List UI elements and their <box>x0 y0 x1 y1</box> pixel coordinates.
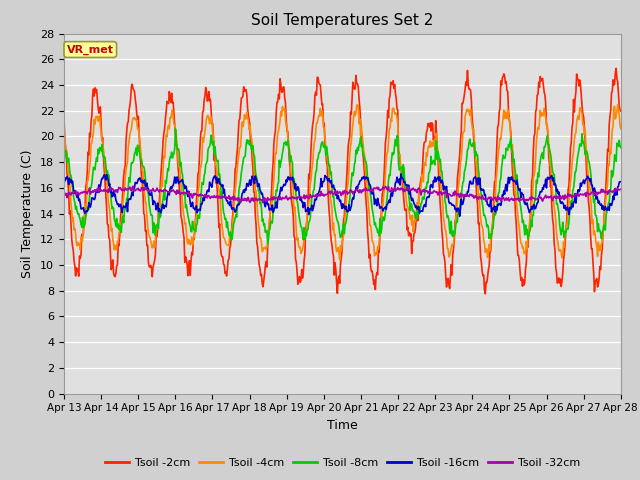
Tsoil -16cm <box>127 192 135 198</box>
Tsoil -4cm <box>617 126 625 132</box>
Tsoil -2cm <box>214 189 221 194</box>
Tsoil -16cm <box>411 202 419 207</box>
Tsoil -16cm <box>428 182 435 188</box>
Tsoil -2cm <box>612 65 620 71</box>
Tsoil -32cm <box>214 195 222 201</box>
Tsoil -32cm <box>617 186 625 192</box>
Tsoil -2cm <box>617 108 625 114</box>
Tsoil -32cm <box>60 189 68 194</box>
Tsoil -2cm <box>127 84 135 90</box>
Tsoil -32cm <box>70 189 78 195</box>
Tsoil -32cm <box>129 183 137 189</box>
Tsoil -4cm <box>336 257 344 263</box>
Tsoil -32cm <box>428 190 436 195</box>
Tsoil -2cm <box>410 230 418 236</box>
Tsoil -4cm <box>70 227 78 233</box>
Tsoil -8cm <box>214 157 222 163</box>
Tsoil -8cm <box>264 240 271 246</box>
Legend: Tsoil -2cm, Tsoil -4cm, Tsoil -8cm, Tsoil -16cm, Tsoil -32cm: Tsoil -2cm, Tsoil -4cm, Tsoil -8cm, Tsoi… <box>100 453 585 472</box>
Tsoil -32cm <box>259 200 267 205</box>
Tsoil -4cm <box>411 219 419 225</box>
Line: Tsoil -32cm: Tsoil -32cm <box>64 186 621 203</box>
Tsoil -4cm <box>127 126 135 132</box>
Tsoil -2cm <box>426 120 434 126</box>
Line: Tsoil -4cm: Tsoil -4cm <box>64 105 621 260</box>
Tsoil -8cm <box>617 145 625 151</box>
Text: VR_met: VR_met <box>67 44 114 55</box>
Tsoil -16cm <box>397 171 404 177</box>
Tsoil -8cm <box>185 216 193 222</box>
Tsoil -32cm <box>127 188 135 193</box>
Title: Soil Temperatures Set 2: Soil Temperatures Set 2 <box>252 13 433 28</box>
Line: Tsoil -16cm: Tsoil -16cm <box>64 174 621 216</box>
Tsoil -16cm <box>60 176 68 181</box>
Line: Tsoil -2cm: Tsoil -2cm <box>64 68 621 294</box>
Tsoil -2cm <box>184 273 192 279</box>
Tsoil -8cm <box>412 216 419 221</box>
Y-axis label: Soil Temperature (C): Soil Temperature (C) <box>22 149 35 278</box>
Tsoil -4cm <box>60 135 68 141</box>
Tsoil -4cm <box>184 241 192 247</box>
Tsoil -8cm <box>60 157 68 163</box>
Tsoil -32cm <box>412 186 419 192</box>
X-axis label: Time: Time <box>327 419 358 432</box>
Tsoil -8cm <box>70 197 78 203</box>
Tsoil -2cm <box>70 258 78 264</box>
Tsoil -4cm <box>614 102 621 108</box>
Tsoil -32cm <box>185 189 193 195</box>
Tsoil -8cm <box>428 161 436 167</box>
Line: Tsoil -8cm: Tsoil -8cm <box>64 129 621 243</box>
Tsoil -2cm <box>481 291 489 297</box>
Tsoil -16cm <box>70 191 78 196</box>
Tsoil -8cm <box>127 160 135 166</box>
Tsoil -4cm <box>214 172 221 178</box>
Tsoil -16cm <box>456 213 463 219</box>
Tsoil -16cm <box>617 179 625 185</box>
Tsoil -16cm <box>184 193 192 199</box>
Tsoil -8cm <box>172 126 179 132</box>
Tsoil -16cm <box>214 180 221 186</box>
Tsoil -4cm <box>428 144 435 150</box>
Tsoil -2cm <box>60 115 68 121</box>
